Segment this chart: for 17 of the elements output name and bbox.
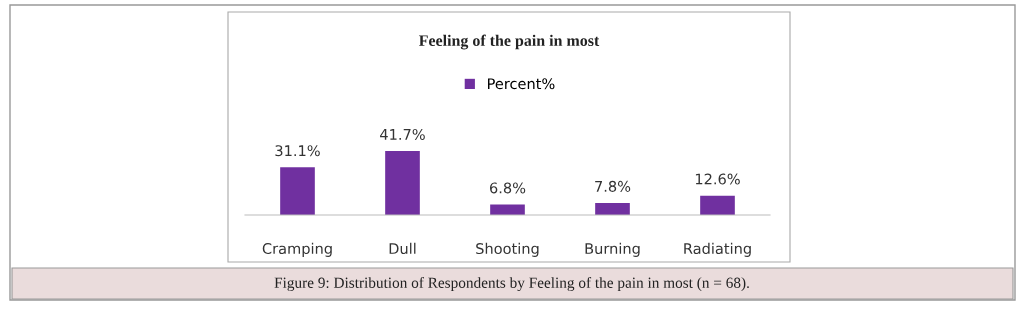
bar	[700, 195, 735, 215]
chart-title: Feeling of the pain in most	[418, 34, 600, 50]
legend-label: Percent%	[488, 78, 555, 90]
x-tick-label: Cramping	[262, 242, 332, 257]
bar	[595, 203, 630, 215]
data-label: 7.8%	[595, 180, 631, 192]
x-tick-label: Burning	[585, 242, 640, 257]
data-label: 12.6%	[695, 173, 740, 185]
bar	[385, 151, 420, 215]
data-label: 31.1%	[275, 145, 320, 157]
data-label: 41.7%	[380, 128, 425, 140]
bar	[280, 167, 315, 215]
x-tick-label: Radiating	[684, 242, 751, 257]
data-label: 6.8%	[489, 182, 526, 194]
x-tick-label: Dull	[389, 242, 416, 255]
x-tick-label: Shooting	[476, 242, 539, 257]
caption: Figure 9: Distribution of Respondents by Feeling of the pain in most (n = 68).	[274, 276, 749, 292]
